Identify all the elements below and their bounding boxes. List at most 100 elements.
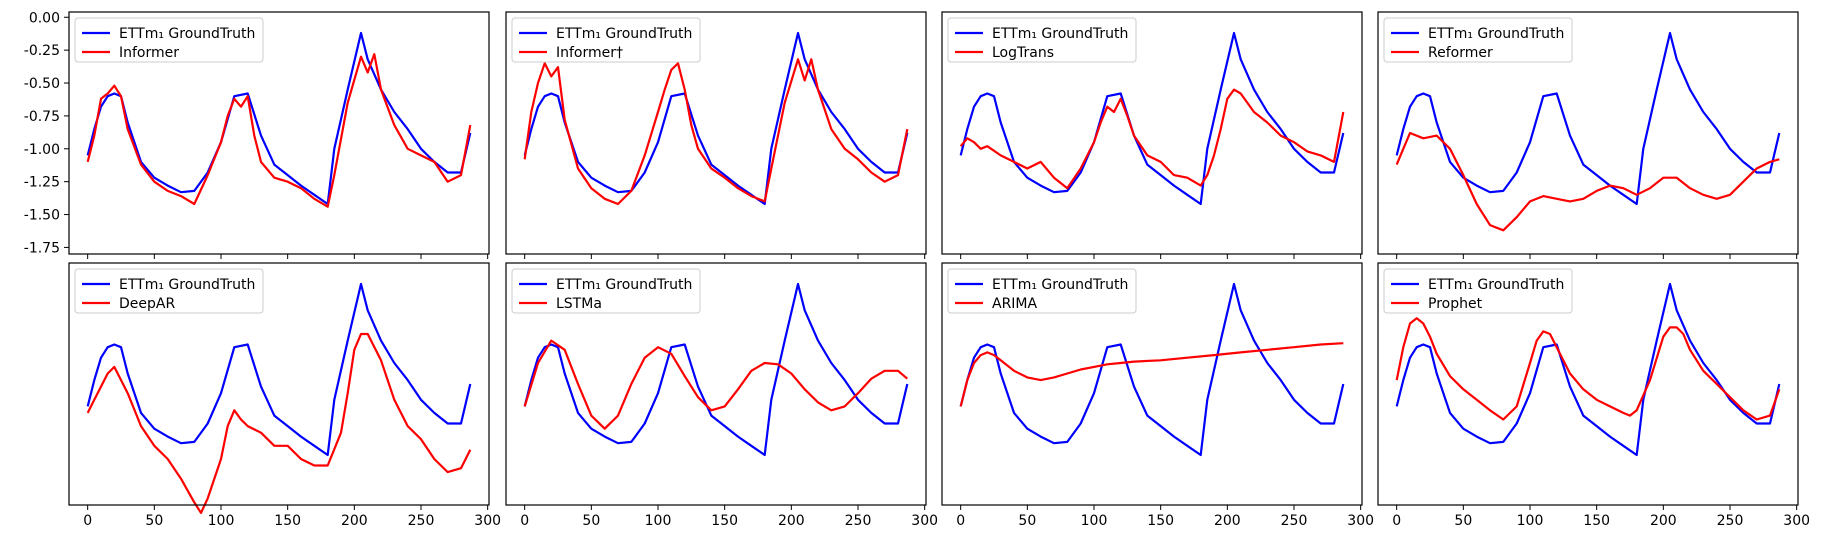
x-tick-label: 200 (1214, 513, 1241, 529)
x-tick-label: 0 (1392, 513, 1401, 529)
axes-frame (505, 11, 927, 255)
legend-box (1383, 17, 1573, 63)
x-tick-label: 100 (208, 513, 235, 529)
axes-frame (941, 262, 1363, 506)
legend-label: ETTm₁ GroundTruth (119, 277, 255, 293)
x-tick-label: 200 (341, 513, 368, 529)
legend-label: LSTMa (556, 296, 602, 312)
legend-box (947, 268, 1137, 314)
subplot-bottom-2: 0 50 100 150 200 250 300 ETTm₁ GroundTruth LSTMa (505, 262, 938, 529)
x-tick-label: 250 (1281, 513, 1308, 529)
legend-label: Prophet (1428, 296, 1483, 312)
groundtruth-line (523, 31, 909, 206)
y-tick-label: -0.25 (24, 43, 60, 59)
legend-label: ETTm₁ GroundTruth (119, 26, 255, 42)
subplot-top-4: ETTm₁ GroundTruth Reformer (1377, 11, 1799, 259)
x-tick-label: 50 (1454, 513, 1472, 529)
axes-frame (1377, 262, 1799, 506)
x-tick-label: 150 (711, 513, 738, 529)
x-tick-label: 150 (274, 513, 301, 529)
x-tick-label: 300 (911, 513, 938, 529)
legend-label: ETTm₁ GroundTruth (1428, 26, 1564, 42)
axes-frame (68, 11, 490, 255)
x-tick-label: 50 (1018, 513, 1036, 529)
x-tick-label: 250 (845, 513, 872, 529)
y-tick-label: -1.00 (24, 142, 60, 158)
legend: ETTm₁ GroundTruth Informer† (511, 17, 701, 63)
x-tick-label: 100 (1081, 513, 1108, 529)
x-tick-label: 150 (1147, 513, 1174, 529)
prediction-line (523, 58, 909, 206)
legend-box (947, 17, 1137, 63)
legend-label: Informer (119, 45, 179, 61)
legend-box (511, 268, 701, 314)
subplot-top-1: 0.00 -0.25 -0.50 -0.75 -1.00 -1.25 -1.50 -1.75 E… (24, 10, 490, 259)
legend: ETTm₁ GroundTruth LogTrans (947, 17, 1137, 63)
prediction-line (959, 88, 1345, 190)
subplot-bottom-4: 0 50 100 150 200 250 300 ETTm₁ GroundTruth Proph… (1377, 262, 1810, 529)
axes-frame (68, 262, 490, 506)
x-tick-label: 300 (474, 513, 501, 529)
legend-box (74, 268, 264, 314)
x-tick-label: 300 (1347, 513, 1374, 529)
y-tick-label: -0.50 (24, 76, 60, 92)
y-tick-label: -1.75 (24, 240, 60, 256)
x-tick-label: 50 (582, 513, 600, 529)
x-tick-label: 0 (83, 513, 92, 529)
legend: ETTm₁ GroundTruth ARIMA (947, 268, 1137, 314)
legend-box (1383, 268, 1573, 314)
y-tick-label: -1.25 (24, 175, 60, 191)
groundtruth-line (86, 282, 472, 457)
x-tick-label: 0 (956, 513, 965, 529)
x-tick-label: 100 (645, 513, 672, 529)
groundtruth-line (959, 31, 1345, 206)
legend: ETTm₁ GroundTruth LSTMa (511, 268, 701, 314)
legend-label: Reformer (1428, 45, 1493, 61)
subplot-top-2: ETTm₁ GroundTruth Informer† (505, 11, 927, 259)
axes-frame (505, 262, 927, 506)
subplot-bottom-1: 0 50 100 150 200 250 300 ETTm₁ GroundTruth DeepA… (68, 262, 501, 529)
legend-label: ETTm₁ GroundTruth (556, 277, 692, 293)
prediction-line (86, 53, 472, 208)
legend-label: ETTm₁ GroundTruth (556, 26, 692, 42)
prediction-line (959, 342, 1344, 407)
prediction-line (1395, 317, 1781, 421)
groundtruth-line (1395, 31, 1781, 206)
legend-label: ETTm₁ GroundTruth (1428, 277, 1564, 293)
y-tick-label: -0.75 (24, 109, 60, 125)
prediction-line (86, 332, 472, 514)
prediction-line (523, 339, 909, 430)
groundtruth-line (523, 282, 909, 457)
x-tick-label: 200 (1650, 513, 1677, 529)
axes-frame (1377, 11, 1799, 255)
x-tick-label: 300 (1783, 513, 1810, 529)
legend-box (74, 17, 264, 63)
subplot-bottom-3: 0 50 100 150 200 250 300 ETTm₁ GroundTruth ARIMA (941, 262, 1374, 529)
groundtruth-line (1395, 282, 1781, 457)
x-tick-label: 50 (145, 513, 163, 529)
y-tick-label: 0.00 (29, 10, 60, 26)
groundtruth-line (959, 282, 1345, 457)
x-tick-label: 150 (1583, 513, 1610, 529)
legend-label: ETTm₁ GroundTruth (992, 26, 1128, 42)
legend-box (511, 17, 701, 63)
subplot-top-3: ETTm₁ GroundTruth LogTrans (941, 11, 1363, 259)
legend: ETTm₁ GroundTruth Reformer (1383, 17, 1573, 63)
legend-label: LogTrans (992, 45, 1054, 61)
axes-frame (941, 11, 1363, 255)
legend: ETTm₁ GroundTruth Prophet (1383, 268, 1573, 314)
x-tick-label: 250 (408, 513, 435, 529)
legend: ETTm₁ GroundTruth Informer (74, 17, 264, 63)
x-tick-label: 0 (520, 513, 529, 529)
x-tick-label: 250 (1717, 513, 1744, 529)
legend-label: ARIMA (992, 296, 1038, 312)
x-tick-label: 100 (1517, 513, 1544, 529)
prediction-line (1395, 131, 1780, 232)
legend-label: DeepAR (119, 296, 175, 312)
y-tick-label: -1.50 (24, 208, 60, 224)
legend-label: ETTm₁ GroundTruth (992, 277, 1128, 293)
x-tick-label: 200 (778, 513, 805, 529)
legend-label: Informer† (556, 45, 623, 61)
legend: ETTm₁ GroundTruth DeepAR (74, 268, 264, 314)
